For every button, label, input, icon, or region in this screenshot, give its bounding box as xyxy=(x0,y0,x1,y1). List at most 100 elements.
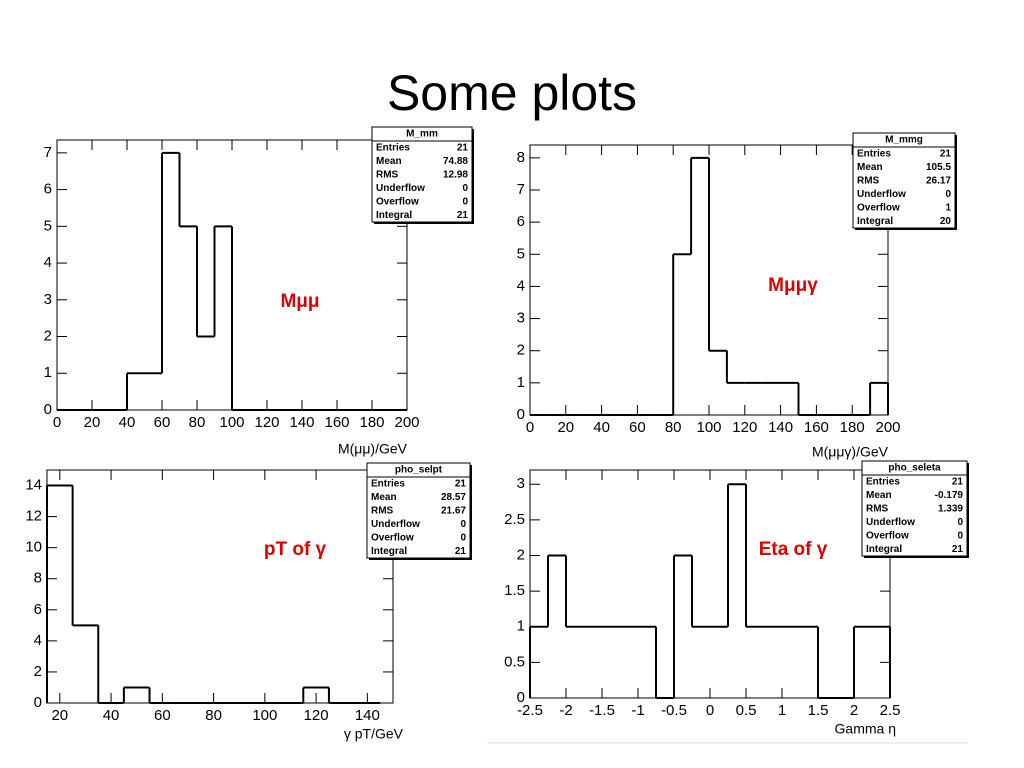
y-tick-label: 1.5 xyxy=(504,582,525,599)
stats-label: RMS xyxy=(376,169,399,180)
stats-label: Underflow xyxy=(866,517,915,528)
y-tick-label: 3 xyxy=(44,291,52,308)
stats-label: RMS xyxy=(371,505,394,516)
stats-value: 1 xyxy=(945,202,951,213)
x-tick-label: 40 xyxy=(119,414,136,431)
annotation: Mμμγ xyxy=(768,275,818,296)
stats-value: 0 xyxy=(460,532,466,543)
y-tick-label: 5 xyxy=(44,217,52,234)
stats-label: Mean xyxy=(371,492,397,503)
x-tick-label: 120 xyxy=(254,414,279,431)
x-tick-label: -2 xyxy=(559,702,572,719)
stats-title: M_mmg xyxy=(885,135,923,146)
x-tick-label: 140 xyxy=(289,414,314,431)
stats-label: RMS xyxy=(857,175,880,186)
stats-value: 21 xyxy=(457,210,469,221)
stats-value: 0 xyxy=(957,530,963,541)
stats-title: pho_selpt xyxy=(395,465,443,476)
x-tick-label: -1 xyxy=(631,702,644,719)
stats-label: Underflow xyxy=(857,189,906,200)
stats-value: 21 xyxy=(952,544,964,555)
x-tick-label: 60 xyxy=(629,419,646,436)
stats-value: 105.5 xyxy=(926,162,951,173)
x-tick-label: -1.5 xyxy=(589,702,615,719)
stats-value: -0.179 xyxy=(935,490,964,501)
x-tick-label: 20 xyxy=(557,419,574,436)
x-tick-label: 100 xyxy=(219,414,244,431)
slide-title: Some plots xyxy=(387,65,637,121)
x-tick-label: -0.5 xyxy=(661,702,687,719)
y-tick-label: 4 xyxy=(34,632,42,649)
stats-box xyxy=(366,462,471,559)
x-tick-label: 180 xyxy=(359,414,384,431)
x-tick-label: 60 xyxy=(154,414,171,431)
stats-value: 21 xyxy=(455,546,467,557)
x-tick-label: 0 xyxy=(526,419,534,436)
x-tick-label: 80 xyxy=(665,419,682,436)
y-tick-label: 6 xyxy=(517,213,525,230)
x-axis-label: γ pT/GeV xyxy=(344,726,404,742)
y-tick-label: 4 xyxy=(44,254,52,271)
x-tick-label: 0 xyxy=(706,702,714,719)
y-tick-label: 2 xyxy=(34,663,42,680)
stats-value: 21 xyxy=(455,478,467,489)
x-tick-label: 160 xyxy=(324,414,349,431)
stats-label: Integral xyxy=(376,210,412,221)
y-tick-label: 6 xyxy=(44,181,52,198)
x-tick-label: 0 xyxy=(53,414,61,431)
stats-value: 20 xyxy=(940,216,952,227)
y-tick-label: 8 xyxy=(517,149,525,166)
x-tick-label: 0.5 xyxy=(736,702,757,719)
stats-label: Underflow xyxy=(371,519,420,530)
y-tick-label: 0 xyxy=(34,694,42,711)
stats-value: 21.67 xyxy=(441,505,466,516)
stats-label: Overflow xyxy=(371,532,414,543)
y-tick-label: 4 xyxy=(517,277,525,294)
stats-label: Entries xyxy=(376,142,410,153)
y-tick-label: 2 xyxy=(517,342,525,359)
x-tick-label: 140 xyxy=(768,419,793,436)
y-tick-label: 2 xyxy=(44,327,52,344)
x-tick-label: 200 xyxy=(875,419,900,436)
x-tick-label: 200 xyxy=(394,414,419,431)
stats-value: 0 xyxy=(957,517,963,528)
y-tick-label: 0 xyxy=(517,406,525,423)
stats-label: Integral xyxy=(866,544,902,555)
y-tick-label: 12 xyxy=(25,508,42,525)
y-tick-label: 0 xyxy=(517,689,525,706)
stats-title: M_mm xyxy=(406,129,438,140)
x-tick-label: 120 xyxy=(732,419,757,436)
y-tick-label: 1 xyxy=(517,374,525,391)
y-tick-label: 7 xyxy=(517,181,525,198)
y-tick-label: 3 xyxy=(517,310,525,327)
y-tick-label: 10 xyxy=(25,539,42,556)
stats-value: 21 xyxy=(457,142,469,153)
x-tick-label: 100 xyxy=(252,707,277,724)
stats-value: 0 xyxy=(462,183,468,194)
x-tick-label: 2.5 xyxy=(880,702,901,719)
x-tick-label: 2 xyxy=(850,702,858,719)
stats-box xyxy=(852,132,956,229)
stats-title: pho_seleta xyxy=(888,463,941,474)
stats-value: 21 xyxy=(940,148,952,159)
stats-value: 0 xyxy=(945,189,951,200)
y-tick-label: 2 xyxy=(517,546,525,563)
y-tick-label: 14 xyxy=(25,477,42,494)
x-tick-label: 120 xyxy=(304,707,329,724)
stats-value: 26.17 xyxy=(926,175,951,186)
stats-label: Overflow xyxy=(376,196,419,207)
stats-value: 0 xyxy=(462,196,468,207)
y-tick-label: 6 xyxy=(34,601,42,618)
stats-value: 0 xyxy=(460,519,466,530)
x-tick-label: 160 xyxy=(804,419,829,436)
x-axis-label: M(μμγ)/GeV xyxy=(812,444,889,460)
x-tick-label: 80 xyxy=(189,414,206,431)
y-tick-label: 1 xyxy=(517,618,525,635)
stats-label: Integral xyxy=(857,216,893,227)
stats-label: RMS xyxy=(866,503,889,514)
y-tick-label: 2.5 xyxy=(504,511,525,528)
stats-label: Underflow xyxy=(376,183,425,194)
y-tick-label: 1 xyxy=(44,364,52,381)
x-axis-label: Gamma η xyxy=(835,721,896,737)
